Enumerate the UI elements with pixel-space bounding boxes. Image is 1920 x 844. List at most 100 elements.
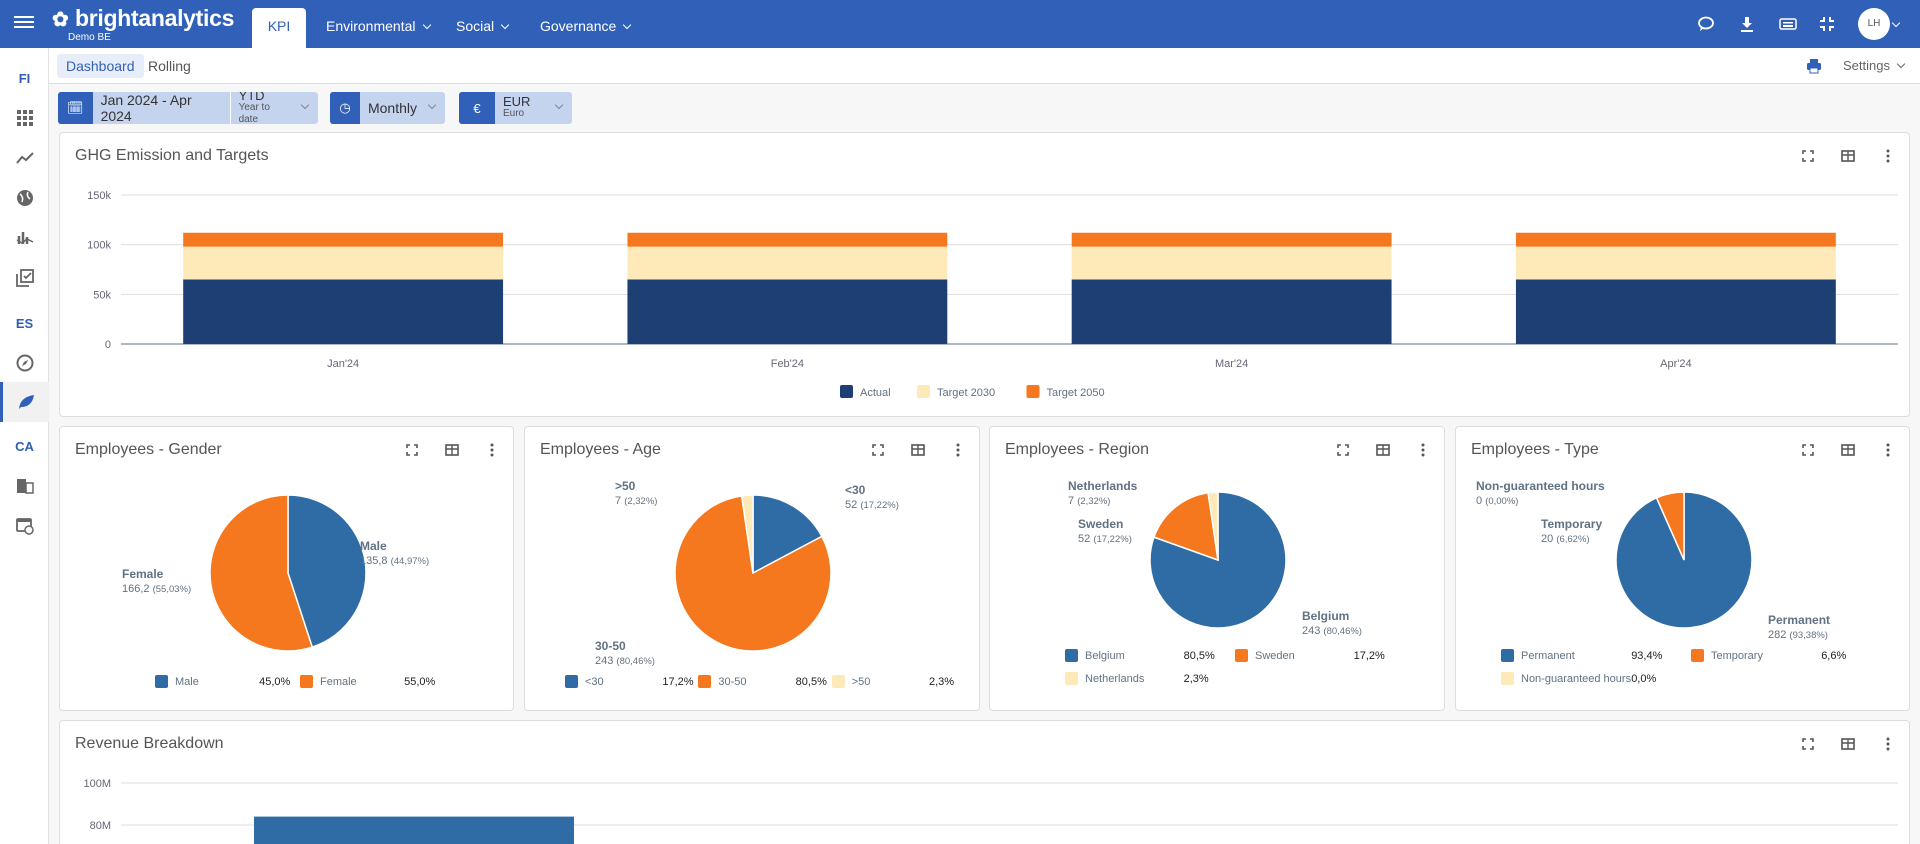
table-icon[interactable] <box>1376 443 1390 457</box>
legend-label[interactable]: Target 2050 <box>1047 387 1105 399</box>
bar-target-2030[interactable] <box>627 246 948 280</box>
ghg-card: GHG Emission and Targets 0 50k 100k 150k Jan… <box>59 132 1910 417</box>
tab-social[interactable]: Social <box>440 8 524 48</box>
interval-value: Monthly <box>367 100 417 116</box>
table-icon[interactable] <box>1841 149 1855 163</box>
table-icon[interactable] <box>1841 737 1855 751</box>
print-icon[interactable] <box>1806 58 1822 74</box>
legend-item[interactable]: Sweden 17,2% <box>1235 649 1405 662</box>
table-icon[interactable] <box>445 443 459 457</box>
sidebar-item-ca[interactable]: CA <box>15 438 34 454</box>
bar-target-2050[interactable] <box>1071 232 1392 247</box>
chevron-down-icon[interactable] <box>298 92 318 124</box>
bar-actual[interactable] <box>627 279 948 344</box>
avatar[interactable]: LH <box>1858 8 1890 40</box>
legend-label: Male <box>175 675 199 688</box>
legend-item[interactable]: 30-50 80,5% <box>698 675 831 688</box>
pie-slice-female[interactable] <box>209 494 314 652</box>
fullscreen-icon[interactable] <box>1801 149 1815 163</box>
pie-slice--30[interactable] <box>752 494 823 575</box>
bar-target-2030[interactable] <box>1071 246 1392 280</box>
trend-icon[interactable] <box>0 138 49 178</box>
bar-target-2050[interactable] <box>1515 232 1836 247</box>
sidebar-item-es[interactable]: ES <box>15 315 34 331</box>
tab-dashboard[interactable]: Dashboard <box>57 54 144 78</box>
data-label-value: 166,2 <box>122 583 150 595</box>
leaf-icon[interactable] <box>0 382 49 422</box>
legend-label[interactable]: Target 2030 <box>937 387 995 399</box>
table-icon[interactable] <box>1841 443 1855 457</box>
legend-item[interactable]: >50 2,3% <box>831 675 965 688</box>
calendar-clock-icon[interactable] <box>0 506 49 546</box>
menu-icon[interactable] <box>14 13 34 35</box>
more-options-icon[interactable] <box>951 443 965 457</box>
building-icon[interactable] <box>0 466 49 506</box>
tab-kpi[interactable]: KPI <box>252 8 306 48</box>
compass-icon[interactable] <box>0 343 49 383</box>
data-label-name: Netherlands <box>1068 479 1138 493</box>
legend-swatch <box>1235 649 1248 662</box>
more-options-icon[interactable] <box>485 443 499 457</box>
bar-target-2030[interactable] <box>183 246 504 280</box>
settings-menu[interactable]: Settings <box>1843 58 1906 73</box>
bar-target-2030[interactable] <box>1515 246 1836 280</box>
data-label: Non-guaranteed hours 0 (0,00%) <box>1476 479 1605 509</box>
revenue-bar[interactable] <box>254 816 574 844</box>
more-options-icon[interactable] <box>1881 443 1895 457</box>
legend-label: Female <box>320 675 357 688</box>
fullscreen-icon[interactable] <box>1801 737 1815 751</box>
period-filter[interactable]: 🗓 Jan 2024 - Apr 2024 YTD Year to date <box>58 92 318 124</box>
bar-target-2050[interactable] <box>183 232 504 247</box>
legend-item[interactable]: Belgium 80,5% <box>1065 649 1235 662</box>
more-options-icon[interactable] <box>1881 149 1895 163</box>
calendar-search-icon: 🗓 <box>58 92 93 124</box>
chat-icon[interactable] <box>1696 14 1716 34</box>
more-options-icon[interactable] <box>1881 737 1895 751</box>
legend-item[interactable]: Temporary 6,6% <box>1691 649 1881 662</box>
mode-select[interactable]: YTD Year to date <box>231 92 298 124</box>
fullscreen-icon[interactable] <box>871 443 885 457</box>
bar-actual[interactable] <box>1515 279 1836 344</box>
data-label: 30-50 243 (80,46%) <box>595 639 655 669</box>
fullscreen-icon[interactable] <box>405 443 419 457</box>
tab-governance[interactable]: Governance <box>524 8 646 48</box>
currency-filter[interactable]: € EUR Euro <box>459 92 572 124</box>
sidebar-item-fi[interactable]: FI <box>18 70 31 86</box>
legend-item[interactable]: Permanent 93,4% <box>1501 649 1691 662</box>
pie-slice-netherlands[interactable] <box>1207 491 1219 561</box>
data-label: <30 52 (17,22%) <box>845 483 899 513</box>
pie-slice-male[interactable] <box>287 494 367 649</box>
fullscreen-icon[interactable] <box>1336 443 1350 457</box>
legend-item[interactable]: Male 45,0% <box>155 675 300 688</box>
interval-filter[interactable]: ◷ Monthly <box>330 92 445 124</box>
download-icon[interactable] <box>1737 14 1757 34</box>
pie-slice--50[interactable] <box>740 494 754 574</box>
chart-icon[interactable] <box>0 218 49 258</box>
legend-swatch <box>300 675 313 688</box>
legend-label[interactable]: Actual <box>860 387 891 399</box>
account-chevron-icon[interactable] <box>1891 18 1901 28</box>
bar-actual[interactable] <box>1071 279 1392 344</box>
more-options-icon[interactable] <box>1416 443 1430 457</box>
apps-icon[interactable] <box>0 98 49 138</box>
pie-slice-temporary[interactable] <box>1655 491 1685 561</box>
fullscreen-icon[interactable] <box>1801 443 1815 457</box>
legend-item[interactable]: Netherlands 2,3% <box>1065 672 1235 685</box>
keyboard-icon[interactable] <box>1778 14 1798 34</box>
logo[interactable]: ✿ brightanalytics <box>52 5 234 32</box>
bar-target-2050[interactable] <box>627 232 948 247</box>
tab-rolling[interactable]: Rolling <box>148 58 191 74</box>
legend-label: Permanent <box>1521 649 1575 662</box>
tab-environmental[interactable]: Environmental <box>310 8 446 48</box>
legend-item[interactable]: Non-guaranteed hours 0,0% <box>1501 672 1691 685</box>
bar-actual[interactable] <box>183 279 504 344</box>
globe-icon[interactable] <box>0 178 49 218</box>
checklist-icon[interactable] <box>0 258 49 298</box>
pie-slice-30-50[interactable] <box>674 494 832 652</box>
table-icon[interactable] <box>911 443 925 457</box>
chevron-down-icon <box>1896 59 1906 69</box>
collapse-icon[interactable] <box>1817 14 1837 34</box>
pie-slice-sweden[interactable] <box>1153 491 1219 562</box>
legend-item[interactable]: <30 17,2% <box>565 675 698 688</box>
legend-item[interactable]: Female 55,0% <box>300 675 445 688</box>
